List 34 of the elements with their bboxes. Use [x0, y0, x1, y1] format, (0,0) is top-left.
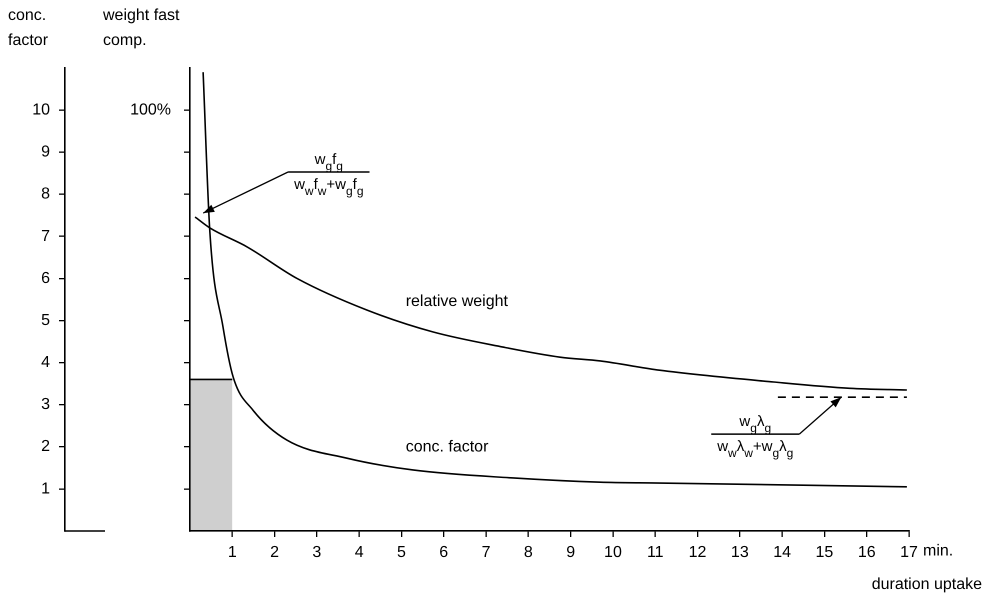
y-tick-label: 8: [41, 186, 50, 203]
x-tick-label: 13: [730, 544, 749, 562]
series-label: relative weight: [406, 292, 509, 310]
x-tick-label: 11: [646, 544, 664, 562]
y-tick-label: 10: [32, 101, 50, 118]
x-tick-label: 5: [397, 544, 406, 562]
x-tick-label: 12: [688, 544, 707, 562]
y-tick-label: 1: [41, 480, 50, 498]
y-tick-label: 3: [41, 396, 50, 414]
y-tick-label: 9: [41, 144, 50, 161]
y-axis-title: conc. factor: [8, 7, 49, 49]
y2-axis-title: weight fast comp.: [102, 7, 180, 49]
x-tick-label: 8: [524, 544, 533, 562]
x-tick-label: 2: [270, 544, 280, 562]
x-axis-title: duration uptake: [872, 576, 982, 593]
x-tick-label: 10: [604, 544, 622, 562]
series-label: conc. factor: [406, 438, 490, 456]
y-tick-label: 7: [41, 228, 50, 245]
x-tick-label: 17: [900, 544, 918, 562]
y-tick-label: 2: [41, 438, 50, 456]
x-tick-label: 9: [566, 544, 576, 562]
text: min.: [923, 542, 954, 560]
x-tick-label: 1: [228, 544, 237, 562]
x-tick-label: 14: [773, 544, 792, 562]
x-tick-label: 7: [482, 544, 491, 562]
x-tick-label: 6: [439, 544, 448, 562]
x-tick-label: 16: [858, 544, 876, 562]
y-tick-label: 5: [41, 312, 50, 329]
x-tick-label: 4: [354, 544, 364, 562]
x-tick-label: 15: [816, 544, 834, 562]
y-tick-label: 4: [41, 354, 50, 372]
y-tick-label: 6: [41, 270, 50, 287]
y2-tick-label: 100%: [130, 101, 171, 118]
x-tick-label: 3: [312, 544, 322, 562]
